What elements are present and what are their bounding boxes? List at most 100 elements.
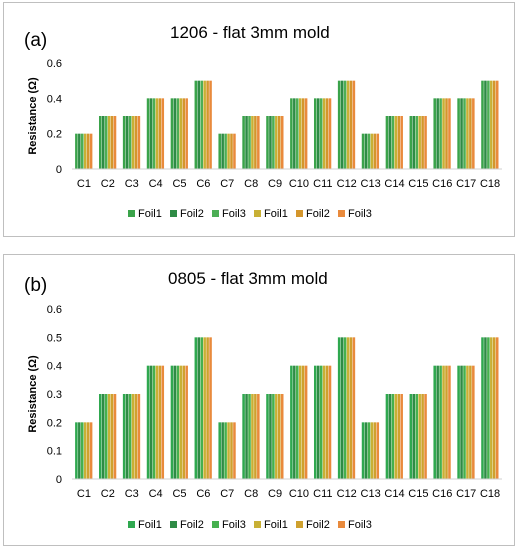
bar-c6-series-3 [200,337,203,479]
bar-c13-series-3 [367,133,371,169]
bar-c4-series-3 [152,365,156,479]
legend-label-5: Foil2 [306,519,330,531]
bar-c12-series-1 [337,337,341,479]
x-tick-label: C5 [172,488,186,500]
bar-c15-series-4 [418,116,421,169]
bar-c14-series-6 [400,394,403,479]
bar-c8-series-6 [257,116,260,169]
bar-c6-series-2 [197,337,201,479]
bar-c10-series-6 [304,365,308,479]
bar-c17-series-5 [469,365,472,479]
bar-c8-series-5 [254,394,257,479]
bar-c7-series-6 [233,133,236,169]
y-tick-label: 0.6 [47,58,62,70]
bar-c2-series-1 [98,116,102,169]
bar-c17-series-5 [469,98,472,169]
bar-c5-series-3 [176,98,180,169]
bar-c2-series-6 [113,394,117,479]
bar-c3-series-3 [128,116,132,169]
bar-c12-series-6 [352,337,356,479]
x-tick-label: C10 [289,488,309,500]
x-tick-label: C16 [432,488,452,500]
bar-c4-series-1 [146,98,150,169]
bar-c11-series-1 [313,98,317,169]
bar-c12-series-4 [346,80,350,169]
bar-c11-series-6 [328,98,332,169]
bar-c18-series-6 [495,80,499,169]
y-tick-label: 0.2 [47,417,62,429]
bar-c16-series-5 [445,365,448,479]
legend-label-2: Foil2 [180,208,204,220]
bar-c1-series-1 [75,422,78,479]
bar-c1-series-6 [89,422,93,479]
x-tick-label: C18 [480,488,500,500]
bar-c8-series-2 [245,116,248,169]
bar-c6-series-5 [206,80,209,169]
bar-c14-series-6 [400,116,403,169]
x-tick-label: C12 [337,178,357,190]
bar-c7-series-4 [227,422,230,479]
legend-label-4: Foil1 [264,519,288,531]
x-tick-label: C13 [361,488,381,500]
bar-c7-series-3 [224,133,227,169]
bar-c17-series-2 [460,98,463,169]
bar-c11-series-2 [316,365,320,479]
y-tick-label: 0 [56,474,62,486]
bar-c12-series-1 [337,80,341,169]
bar-c13-series-5 [373,133,377,169]
legend-swatch-5 [296,210,303,217]
bar-c6-series-6 [209,337,212,479]
bar-c3-series-6 [137,394,141,479]
bar-c9-series-4 [275,116,278,169]
bar-c3-series-6 [137,116,141,169]
legend-swatch-1 [128,521,135,528]
bar-c2-series-5 [110,116,114,169]
bar-c14-series-2 [388,116,392,169]
x-tick-label: C6 [196,178,210,190]
y-tick-label: 0.5 [47,332,62,344]
bar-c6-series-6 [209,80,212,169]
bar-c15-series-3 [415,394,418,479]
bar-c14-series-1 [385,394,389,479]
bar-c11-series-6 [328,365,332,479]
bar-c14-series-5 [397,116,400,169]
x-tick-label: C7 [220,488,234,500]
bar-c3-series-2 [125,116,129,169]
legend-swatch-5 [296,521,303,528]
bar-c18-series-2 [484,80,487,169]
bar-c2-series-4 [107,116,111,169]
x-tick-label: C18 [480,178,500,190]
bar-c18-series-2 [484,337,487,479]
bar-c3-series-2 [125,394,129,479]
bar-c13-series-5 [373,422,377,479]
chart-panel-b: (b) 0805 - flat 3mm mold C1 C2 C3 C4 C5 C6 C7 C… [3,254,515,546]
legend-label-2: Foil2 [180,519,204,531]
bar-c16-series-5 [445,98,448,169]
bar-c6-series-4 [203,80,206,169]
y-tick-label: 0.3 [47,389,62,401]
x-tick-label: C1 [77,178,91,190]
bar-c4-series-5 [158,365,162,479]
bar-c2-series-2 [101,116,105,169]
bar-c3-series-3 [128,394,132,479]
x-tick-label: C4 [149,488,163,500]
chart-title: 1206 - flat 3mm mold [170,23,330,42]
x-tick-label: C14 [384,178,404,190]
bar-c3-series-5 [134,116,138,169]
bar-c11-series-1 [313,365,317,479]
bar-c4-series-2 [149,98,153,169]
bar-c12-series-6 [352,80,356,169]
bar-c12-series-3 [343,80,347,169]
bar-c2-series-6 [113,116,117,169]
legend-swatch-6 [338,210,345,217]
bar-c11-series-3 [319,365,323,479]
y-tick-label: 0.4 [47,361,62,373]
x-tick-label: C15 [408,488,428,500]
bar-c16-series-6 [448,98,451,169]
legend-label-5: Foil2 [306,208,330,220]
bar-c6-series-3 [200,80,203,169]
bar-c1-series-1 [75,133,78,169]
bar-c15-series-6 [424,394,427,479]
bar-c15-series-4 [418,394,421,479]
bar-c6-series-1 [194,80,198,169]
